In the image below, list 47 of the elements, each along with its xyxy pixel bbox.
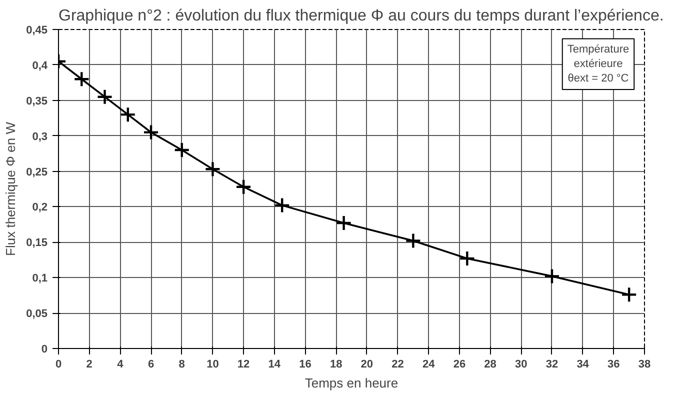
x-tick-label: 8 bbox=[178, 358, 185, 370]
point bbox=[235, 178, 252, 195]
point bbox=[405, 232, 422, 249]
x-axis-title: Temps en heure bbox=[304, 376, 398, 390]
y-tick-label: 0 bbox=[41, 344, 48, 356]
x-tick-label: 28 bbox=[484, 358, 496, 370]
x-tick-label: 14 bbox=[268, 358, 282, 370]
x-tick-label: 2 bbox=[86, 358, 92, 370]
y-tick-label: 0,3 bbox=[32, 130, 48, 143]
point bbox=[544, 268, 560, 284]
point bbox=[620, 286, 638, 303]
x-tick-label: 6 bbox=[148, 358, 154, 370]
y-tick-label: 0,2 bbox=[32, 202, 48, 214]
y-tick-label: 0,15 bbox=[26, 237, 48, 250]
y-tick-label: 0,25 bbox=[26, 166, 48, 178]
y-tick-label: 0,35 bbox=[26, 95, 48, 108]
x-tick-label: 26 bbox=[453, 358, 466, 370]
x-tick-label: 34 bbox=[576, 358, 590, 370]
x-tick-label: 20 bbox=[360, 358, 374, 370]
point bbox=[96, 88, 113, 105]
point bbox=[120, 106, 136, 123]
chart-title: Graphique n°2 : évolution du flux thermique Φ au cours du temps durant l’expérience. bbox=[58, 8, 664, 24]
x-tick-label: 24 bbox=[422, 358, 436, 370]
point bbox=[336, 214, 352, 232]
x-tick-label: 30 bbox=[515, 358, 528, 370]
x-tick-label: 36 bbox=[608, 358, 620, 370]
x-tick-label: 18 bbox=[330, 358, 342, 370]
x-tick-label: 32 bbox=[546, 358, 558, 370]
x-tick-label: 12 bbox=[237, 358, 250, 370]
point bbox=[274, 197, 290, 214]
x-tick-label: 10 bbox=[206, 358, 219, 370]
x-tick-label: 38 bbox=[638, 358, 651, 370]
x-tick-label: 16 bbox=[299, 358, 312, 370]
x-tick-label: 4 bbox=[117, 358, 124, 370]
x-tick-label: 0 bbox=[55, 358, 62, 370]
x-tick-label: 22 bbox=[392, 358, 404, 370]
point bbox=[142, 124, 160, 140]
point bbox=[459, 250, 476, 267]
point bbox=[174, 142, 190, 158]
y-axis-title: Flux thermique Φ en W bbox=[3, 121, 18, 256]
y-tick-label: 0,4 bbox=[32, 60, 48, 72]
y-tick-label: 0,1 bbox=[32, 272, 48, 285]
y-tick-label: 0,45 bbox=[26, 24, 48, 36]
annotation: Température extérieure θext = 20 °C bbox=[567, 44, 630, 85]
point bbox=[204, 161, 221, 178]
point bbox=[74, 71, 90, 88]
y-tick-label: 0,05 bbox=[26, 308, 48, 320]
